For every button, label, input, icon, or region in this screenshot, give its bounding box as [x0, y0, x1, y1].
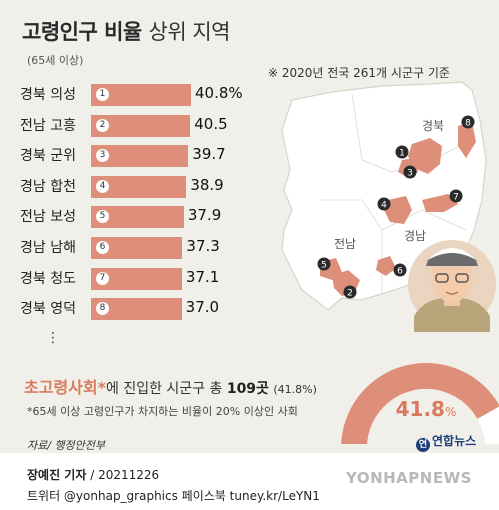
rank-badge: 5 [96, 210, 109, 224]
share-donut: 41.8% [341, 363, 499, 444]
bar-value-label: 37.0 [185, 298, 220, 317]
region-cheongdo [422, 194, 458, 212]
rank-badge: 2 [96, 118, 109, 132]
map-marker-label: 4 [381, 201, 387, 211]
bar-row: 전남 고흥 2 40.5 [0, 109, 260, 141]
bar [91, 298, 182, 321]
source: 자료/ 행정안전부 [27, 439, 106, 452]
map-marker-label: 6 [397, 267, 403, 277]
basis-note: ※ 2020년 전국 261개 시군구 기준 [268, 66, 450, 80]
donut-arc [341, 363, 499, 444]
map-marker-label: 1 [399, 149, 405, 159]
elderly-man-icon [408, 240, 496, 332]
bar-value-label: 37.3 [186, 237, 220, 255]
yonhap-logo-icon: 연 [416, 438, 430, 452]
bar [91, 145, 189, 168]
bar [91, 267, 182, 290]
map-marker: 4 [377, 197, 391, 211]
map-marker-label: 7 [453, 193, 459, 203]
korea-map: 경북 전남 경남 1 2 3 4 5 6 7 8 [281, 81, 496, 332]
bar-value-label: 38.9 [190, 175, 224, 194]
map-marker: 8 [461, 115, 475, 129]
map-marker-label: 8 [465, 119, 471, 129]
bar-value-label: 39.7 [192, 145, 226, 164]
summary-pct: (41.8%) [273, 383, 317, 396]
rank-badge: 8 [96, 302, 109, 316]
bar-value-label: 40.8% [195, 84, 243, 102]
bar-value-label: 40.5 [194, 114, 228, 133]
bar [91, 175, 187, 198]
rank-badge: 6 [96, 241, 109, 254]
bar-row: 경북 영덕 8 37.0 [0, 292, 260, 324]
summary-text: 에 진입한 시군구 총 [105, 381, 227, 397]
region-yeongdeok [458, 122, 476, 158]
region-hapcheon [384, 196, 412, 224]
bar-category-label: 경북 의성 [20, 87, 76, 103]
bar-row: 경북 의성 1 40.8% [0, 78, 260, 110]
bar-row: 경남 합천 4 38.9 [0, 170, 260, 202]
summary-asterisk: * [97, 378, 106, 397]
summary-highlight: 초고령사회 [24, 378, 98, 397]
bar-category-label: 경남 합천 [20, 178, 76, 195]
social-links: 트위터 @yonhap_graphics 페이스북 tuney.kr/LeYN1 [27, 489, 320, 503]
summary-line: 초고령사회*에 진입한 시군구 총 109곳 (41.8%) [24, 374, 317, 398]
bar [91, 206, 184, 229]
region-namhae [376, 256, 396, 276]
bar-category-label: 경북 영덕 [20, 301, 76, 318]
map-marker: 2 [343, 285, 357, 299]
rank-badge: 3 [96, 149, 109, 163]
rank-badge: 4 [96, 179, 109, 193]
footnote: *65세 이상 고령인구가 차지하는 비율이 20% 이상인 사회 [27, 405, 298, 418]
map-marker: 1 [395, 145, 409, 159]
bar-row: 경남 남해 6 37.3 [0, 231, 260, 263]
map-marker: 3 [403, 165, 417, 179]
map-marker: 5 [317, 257, 331, 271]
donut-label: 41.8% [396, 397, 457, 421]
bar-row: 경북 군위 3 39.7 [0, 139, 260, 171]
bar [91, 237, 183, 259]
title-sub: 상위 지역 [148, 20, 231, 44]
watermark: YONHAPNEWS [346, 469, 472, 487]
logo-text: 연합뉴스 [432, 434, 477, 448]
rank-badge: 1 [96, 88, 109, 101]
bar-category-label: 경북 청도 [20, 270, 76, 287]
bar-value-label: 37.1 [185, 267, 220, 286]
credit-date: / 20211226 [86, 468, 160, 482]
bar-row: 전남 보성 5 37.9 [0, 200, 260, 232]
map-marker: 7 [449, 189, 463, 203]
bar-row: 경북 청도 7 37.1 [0, 262, 260, 294]
map-marker-label: 5 [321, 261, 327, 271]
rank-badge: 7 [96, 271, 109, 285]
bar [91, 114, 191, 137]
title-main: 고령인구 비율 [22, 20, 142, 44]
credit-name: 장예진 기자 [27, 468, 87, 482]
map-marker-label: 2 [347, 289, 353, 299]
map-markers: 1 2 3 4 5 6 7 8 [317, 115, 475, 299]
bar-category-label: 경북 군위 [20, 148, 76, 165]
map-marker: 6 [393, 263, 407, 277]
bar [91, 84, 191, 106]
region-label-gyeongbuk: 경북 [422, 119, 444, 133]
bar-category-label: 전남 보성 [20, 209, 76, 226]
region-label-jeonnam: 전남 [334, 237, 356, 251]
bar-category-label: 전남 고흥 [20, 117, 76, 134]
bar-category-label: 경남 남해 [20, 240, 76, 256]
more-ellipsis: ⋮ [46, 330, 60, 346]
credit: 장예진 기자 / 20211226 [27, 466, 159, 483]
summary-count: 109곳 [226, 381, 269, 397]
subtitle: (65세 이상) [27, 54, 84, 67]
map-marker-label: 3 [407, 169, 413, 179]
region-uiseong [408, 138, 442, 174]
yonhap-logo: 연 연합뉴스 [416, 432, 476, 452]
page-title: 고령인구 비율 상위 지역 [22, 16, 231, 46]
region-label-gyeongnam: 경남 [404, 229, 426, 243]
bar-value-label: 37.9 [187, 206, 222, 225]
